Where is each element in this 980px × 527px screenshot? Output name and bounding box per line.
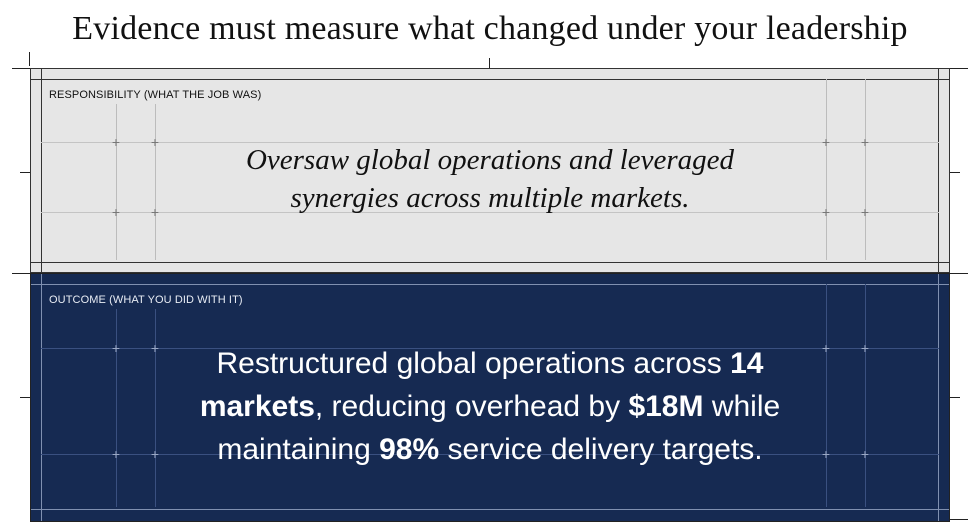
guide-crosshair: + (150, 204, 160, 220)
guide-crosshair: + (111, 134, 121, 150)
outcome-metric: $18M (628, 390, 704, 423)
outcome-text: , reducing overhead by (314, 390, 629, 423)
guide-crosshair: + (821, 446, 831, 462)
crop-mark (950, 273, 968, 274)
crop-mark (12, 68, 30, 69)
responsibility-statement: Oversaw global operations and leveraged … (31, 141, 949, 217)
guide-crosshair: + (860, 134, 870, 150)
crop-mark (950, 519, 968, 520)
outcome-text: Restructured global operations across (216, 347, 731, 380)
guide-crosshair: + (111, 340, 121, 356)
crop-mark (12, 273, 30, 274)
slide-title: Evidence must measure what changed under… (72, 10, 908, 47)
guide-crosshair: + (111, 204, 121, 220)
outcome-label: OUTCOME (WHAT YOU DID WITH IT) (49, 294, 243, 306)
outcome-metric: 98% (379, 433, 440, 466)
crop-mark (950, 68, 968, 69)
crop-mark (29, 52, 30, 66)
guide-crosshair: + (111, 446, 121, 462)
guide-crosshair: + (860, 204, 870, 220)
guide-crosshair: + (821, 204, 831, 220)
guide-crosshair: + (860, 446, 870, 462)
guide-crosshair: + (821, 134, 831, 150)
responsibility-line: Oversaw global operations and leveraged (245, 144, 735, 176)
outcome-statement: Restructured global operations across 14… (31, 342, 949, 471)
responsibility-line: synergies across multiple markets. (290, 182, 690, 214)
guide-crosshair: + (150, 446, 160, 462)
guide-crosshair: + (150, 134, 160, 150)
responsibility-label: RESPONSIBILITY (WHAT THE JOB WAS) (49, 89, 262, 101)
guide-crosshair: + (821, 340, 831, 356)
outcome-text: service delivery targets. (439, 433, 763, 466)
outcome-metric: 14 markets (199, 347, 764, 423)
outcome-panel: OUTCOME (WHAT YOU DID WITH IT) Restructu… (30, 273, 950, 522)
guide-crosshair: + (150, 340, 160, 356)
outcome-text: while maintaining (217, 390, 781, 466)
guide-crosshair: + (860, 340, 870, 356)
responsibility-panel: RESPONSIBILITY (WHAT THE JOB WAS) Oversa… (30, 68, 950, 273)
